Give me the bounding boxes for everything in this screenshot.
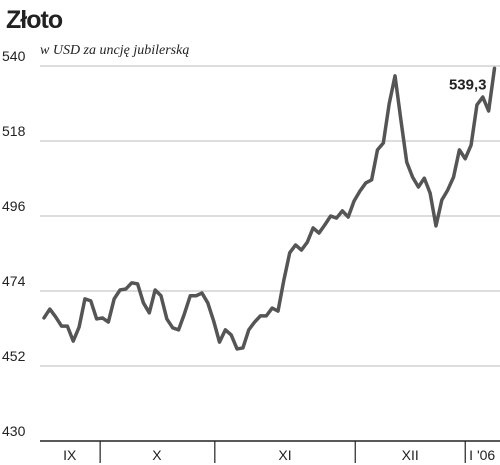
y-tick-label: 496	[2, 198, 26, 214]
chart-title: Złoto	[6, 6, 63, 34]
x-tick-label: X	[152, 447, 162, 463]
y-tick-label: 518	[2, 123, 26, 139]
x-tick-label: IX	[63, 447, 77, 463]
y-tick-label: 430	[2, 423, 26, 439]
y-tick-label: 452	[2, 348, 26, 364]
value-label: 539,3	[449, 76, 487, 93]
line	[42, 66, 497, 351]
chart-subtitle: w USD za uncję jubilerską	[40, 43, 189, 58]
x-tick-label: XII	[402, 447, 419, 463]
y-tick-label: 540	[2, 48, 26, 64]
x-tick-label: I '06	[469, 447, 495, 463]
x-tick-label: XI	[278, 447, 291, 463]
y-tick-label: 474	[2, 273, 26, 289]
